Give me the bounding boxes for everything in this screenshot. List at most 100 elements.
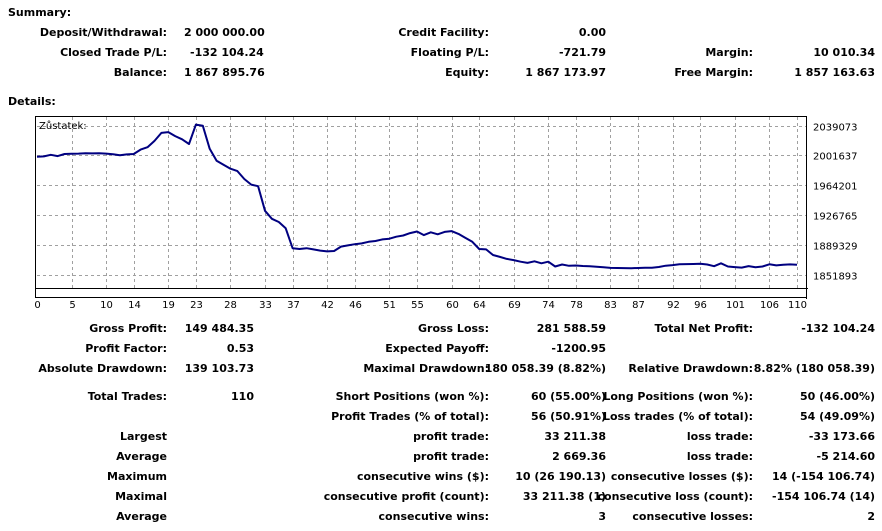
max-consecutive-wins-label: consecutive wins ($):: [356, 470, 489, 483]
x-tick-label: 96: [694, 300, 707, 311]
largest-label: Largest: [120, 430, 167, 443]
x-tick-label: 74: [542, 300, 555, 311]
average-consecutive-losses-value: 2: [867, 510, 875, 523]
profit-factor-label: Profit Factor:: [85, 342, 167, 355]
credit-facility-value: 0.00: [578, 26, 606, 39]
short-positions-label: Short Positions (won %):: [335, 390, 489, 403]
gross-profit-value: 149 484.35: [184, 322, 254, 335]
average-consecutive-label: Average: [116, 510, 167, 523]
equity-label: Equity:: [445, 66, 489, 79]
absolute-drawdown-label: Absolute Drawdown:: [38, 362, 167, 375]
max-consecutive-losses-value: 14 (-154 106.74): [772, 470, 875, 483]
x-tick-label: 60: [446, 300, 459, 311]
balance-chart: 2039073 2001637 1964201 1926765 1889329 18518…: [34, 116, 858, 311]
x-tick-label: 87: [632, 300, 645, 311]
total-trades-value: 110: [231, 390, 254, 403]
gross-profit-label: Gross Profit:: [89, 322, 167, 335]
x-tick-label: 83: [604, 300, 617, 311]
average-loss-trade-label: loss trade:: [686, 450, 753, 463]
floating-pl-label: Floating P/L:: [410, 46, 489, 59]
x-tick-label: 51: [383, 300, 396, 311]
max-consecutive-wins-value: 10 (26 190.13): [515, 470, 606, 483]
average-loss-trade-value: -5 214.60: [816, 450, 876, 463]
average-profit-trade-value: 2 669.36: [552, 450, 606, 463]
x-tick-label: 55: [411, 300, 424, 311]
x-tick-label: 23: [190, 300, 203, 311]
balance-value: 1 867 895.76: [184, 66, 265, 79]
x-tick-label: 46: [349, 300, 362, 311]
y-tick-label: 1889329: [813, 242, 858, 253]
details-heading: Details:: [8, 95, 56, 108]
x-tick-label: 5: [69, 300, 75, 311]
profit-trades-label: Profit Trades (% of total):: [331, 410, 489, 423]
maximal-consecutive-loss-label: consecutive loss (count):: [597, 490, 753, 503]
average-consecutive-losses-label: consecutive losses:: [632, 510, 753, 523]
maximal-label: Maximal: [115, 490, 167, 503]
gross-loss-label: Gross Loss:: [418, 322, 489, 335]
maximal-consecutive-profit-label: consecutive profit (count):: [323, 490, 489, 503]
summary-heading: Summary:: [8, 6, 72, 19]
expected-payoff-value: -1200.95: [551, 342, 606, 355]
largest-loss-trade-label: loss trade:: [686, 430, 753, 443]
y-tick-label: 1964201: [813, 182, 858, 193]
profit-trades-value: 56 (50.91%): [530, 410, 606, 423]
deposit-withdrawal-label: Deposit/Withdrawal:: [39, 26, 167, 39]
balance-line: [36, 123, 798, 270]
average-consecutive-wins-label: consecutive wins:: [378, 510, 489, 523]
x-tick-label: 33: [259, 300, 272, 311]
expected-payoff-label: Expected Payoff:: [385, 342, 489, 355]
x-tick-label: 110: [788, 300, 807, 311]
average-profit-trade-label: profit trade:: [413, 450, 489, 463]
credit-facility-label: Credit Facility:: [398, 26, 489, 39]
short-positions-value: 60 (55.00%): [530, 390, 606, 403]
balance-label: Balance:: [113, 66, 167, 79]
x-tick-label: 69: [508, 300, 521, 311]
floating-pl-value: -721.79: [558, 46, 606, 59]
x-tick-label: 64: [473, 300, 486, 311]
total-trades-label: Total Trades:: [87, 390, 167, 403]
loss-trades-value: 54 (49.09%): [799, 410, 875, 423]
maximal-drawdown-label: Maximal Drawdown:: [363, 362, 489, 375]
relative-drawdown-label: Relative Drawdown:: [628, 362, 753, 375]
average-consecutive-wins-value: 3: [598, 510, 606, 523]
largest-profit-trade-value: 33 211.38: [544, 430, 606, 443]
x-tick-label: 78: [570, 300, 583, 311]
free-margin-value: 1 857 163.63: [794, 66, 875, 79]
x-tick-label: 106: [760, 300, 779, 311]
largest-profit-trade-label: profit trade:: [413, 430, 489, 443]
balance-chart-svg: 2039073 2001637 1964201 1926765 1889329 18518…: [34, 117, 858, 311]
deposit-withdrawal-value: 2 000 000.00: [184, 26, 265, 39]
maximal-drawdown-value: 180 058.39 (8.82%): [484, 362, 606, 375]
x-tick-label: 10: [100, 300, 113, 311]
maximal-consecutive-profit-value: 33 211.38 (1): [522, 490, 606, 503]
total-net-profit-label: Total Net Profit:: [654, 322, 754, 335]
x-tick-label: 42: [321, 300, 334, 311]
absolute-drawdown-value: 139 103.73: [184, 362, 254, 375]
y-tick-label: 1851893: [813, 272, 858, 283]
margin-label: Margin:: [705, 46, 753, 59]
margin-value: 10 010.34: [813, 46, 875, 59]
y-tick-label: 2039073: [813, 123, 858, 134]
average-label: Average: [116, 450, 167, 463]
x-tick-label: 92: [667, 300, 680, 311]
maximum-label: Maximum: [107, 470, 167, 483]
gross-loss-value: 281 588.59: [536, 322, 606, 335]
maximal-consecutive-loss-value: -154 106.74 (14): [772, 490, 875, 503]
x-tick-label: 14: [128, 300, 141, 311]
relative-drawdown-value: 8.82% (180 058.39): [753, 362, 875, 375]
loss-trades-label: Loss trades (% of total):: [602, 410, 753, 423]
equity-value: 1 867 173.97: [525, 66, 606, 79]
max-consecutive-losses-label: consecutive losses ($):: [610, 470, 753, 483]
largest-loss-trade-value: -33 173.66: [808, 430, 875, 443]
y-tick-label: 1926765: [813, 212, 858, 223]
closed-trade-pl-value: -132 104.24: [190, 46, 264, 59]
total-net-profit-value: -132 104.24: [801, 322, 875, 335]
x-tick-label: 28: [224, 300, 237, 311]
long-positions-value: 50 (46.00%): [799, 390, 875, 403]
closed-trade-pl-label: Closed Trade P/L:: [60, 46, 167, 59]
x-tick-label: 101: [726, 300, 745, 311]
long-positions-label: Long Positions (won %):: [603, 390, 753, 403]
profit-factor-value: 0.53: [226, 342, 254, 355]
y-tick-label: 2001637: [813, 152, 858, 163]
free-margin-label: Free Margin:: [674, 66, 753, 79]
